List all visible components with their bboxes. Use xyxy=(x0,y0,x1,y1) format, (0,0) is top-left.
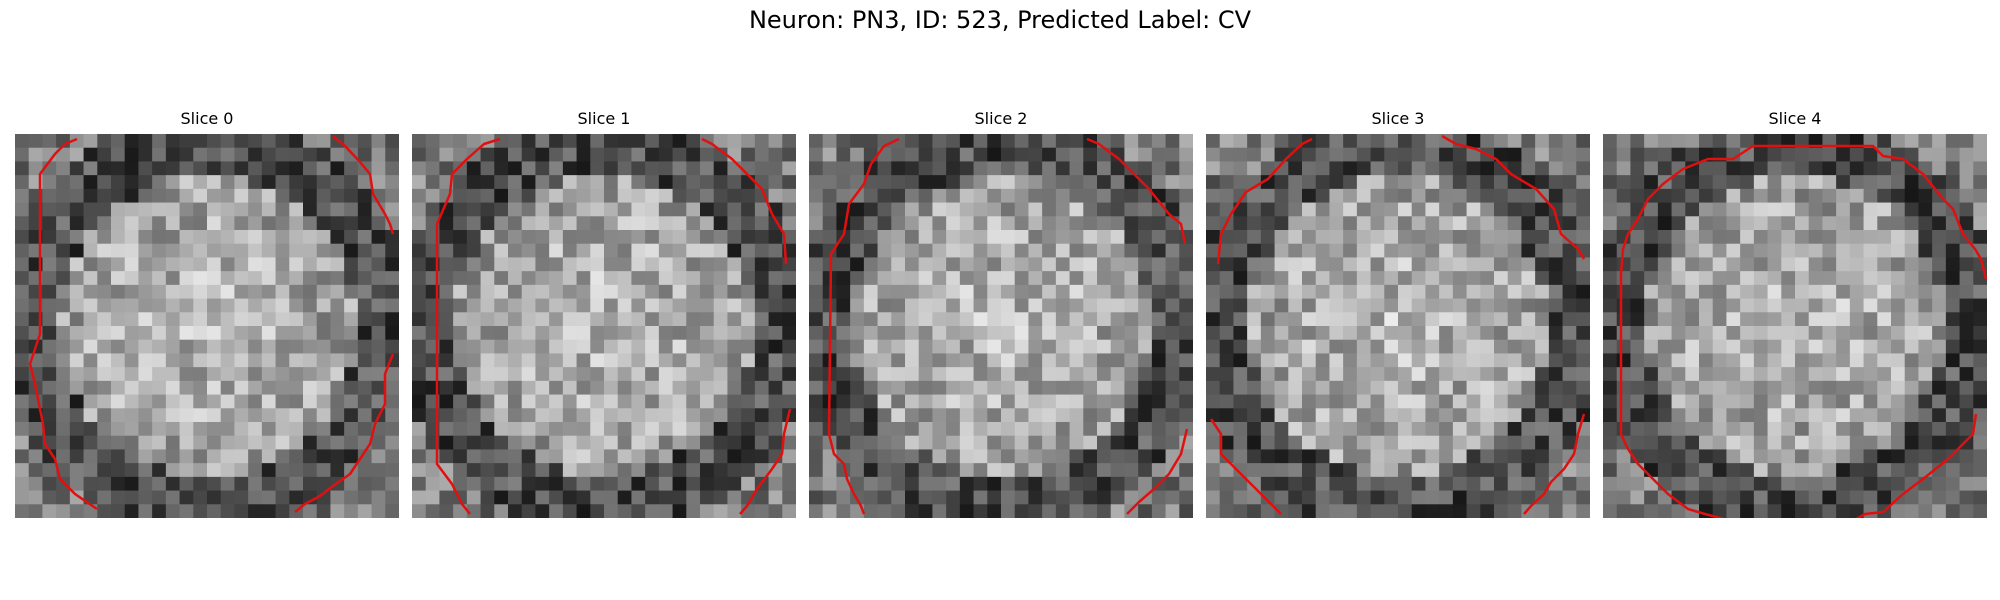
contour-segment xyxy=(1523,413,1586,515)
contour-segment xyxy=(1619,144,1978,518)
contour-segment xyxy=(332,135,395,235)
slice-panel-2: Slice 2 xyxy=(809,108,1193,518)
slice-title: Slice 3 xyxy=(1371,109,1425,128)
slice-panel-4: Slice 4 xyxy=(1603,108,1987,518)
contour-segment xyxy=(739,408,792,515)
slice-panel-0: Slice 0 xyxy=(15,108,399,518)
contour-segment xyxy=(28,137,98,511)
contour-segment xyxy=(1126,428,1189,515)
slice-image-1 xyxy=(412,134,796,518)
slice-title: Slice 2 xyxy=(974,109,1028,128)
contour-segment xyxy=(827,137,900,515)
figure-title: Neuron: PN3, ID: 523, Predicted Label: C… xyxy=(748,6,1252,34)
contour-segment xyxy=(1209,418,1282,515)
contour-segment xyxy=(435,137,501,515)
slice-image-3 xyxy=(1206,134,1590,518)
contour-segment xyxy=(294,353,395,513)
slice-title: Slice 0 xyxy=(180,109,234,128)
contour-segment xyxy=(1086,137,1187,245)
contour-segment xyxy=(1216,137,1313,265)
slice-panel-1: Slice 1 xyxy=(412,108,796,518)
slice-image-0 xyxy=(15,134,399,518)
slice-title: Slice 4 xyxy=(1768,109,1822,128)
contour-segment xyxy=(701,137,788,265)
slice-panel-3: Slice 3 xyxy=(1206,108,1590,518)
slice-title: Slice 1 xyxy=(577,109,631,128)
slice-image-4 xyxy=(1603,134,1987,518)
slice-image-2 xyxy=(809,134,1193,518)
contour-segment xyxy=(1441,134,1586,260)
contour-segment xyxy=(1763,144,1987,280)
